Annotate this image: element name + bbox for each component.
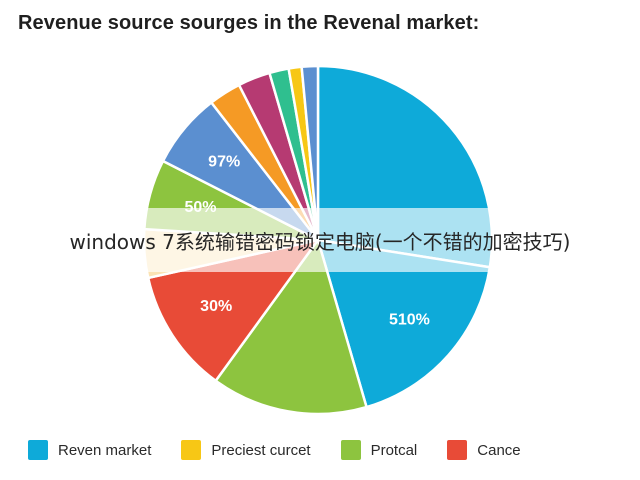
pie-slice bbox=[300, 64, 320, 242]
legend-swatch bbox=[340, 440, 361, 460]
overlay-banner: windows 7系统输错密码锁定电脑(一个不错的加密技巧) bbox=[0, 208, 640, 272]
slice-data-label: 97% bbox=[208, 154, 240, 171]
pie-slice bbox=[214, 238, 368, 416]
legend-swatch bbox=[447, 440, 468, 460]
pie-slice bbox=[316, 238, 492, 409]
legend-label: Preciest curcet bbox=[211, 441, 311, 459]
legend-label: Protcal bbox=[370, 441, 418, 459]
legend-item: Preciest curcet bbox=[181, 440, 311, 460]
slice-data-label: 510% bbox=[389, 312, 430, 329]
legend-swatch bbox=[28, 440, 48, 460]
chart-title: Revenue source sourges in the Revenal ma… bbox=[18, 12, 480, 34]
legend-item: Protcal bbox=[340, 440, 418, 460]
pie-slice bbox=[146, 238, 320, 383]
legend-swatch bbox=[181, 440, 202, 460]
legend-item: Reven market bbox=[28, 440, 151, 460]
legend-label: Reven market bbox=[58, 441, 152, 459]
legend-label: Cance bbox=[477, 441, 521, 459]
chart-legend: Reven market Preciest curcet Protcal Can… bbox=[28, 438, 628, 462]
slice-data-label: 30% bbox=[200, 298, 232, 315]
overlay-text: windows 7系统输错密码锁定电脑(一个不错的加密技巧) bbox=[69, 229, 571, 254]
legend-item: Cance bbox=[447, 440, 521, 460]
